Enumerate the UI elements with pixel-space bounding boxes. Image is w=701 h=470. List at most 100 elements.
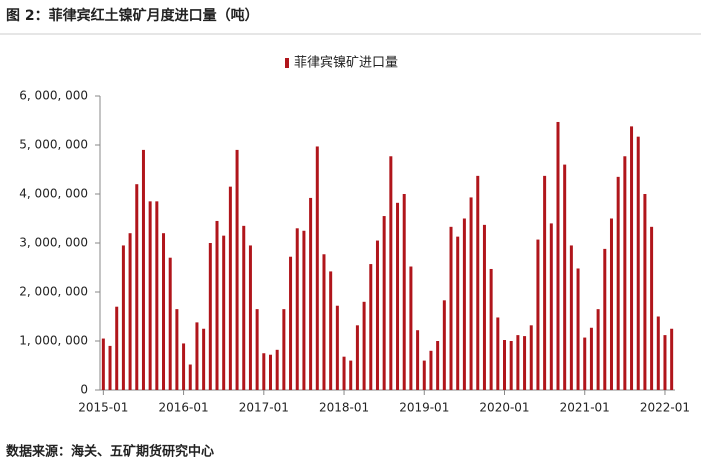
bar	[242, 225, 246, 390]
bar	[449, 226, 453, 390]
bar	[603, 248, 607, 390]
bar	[362, 301, 366, 390]
bar	[462, 218, 466, 390]
bar	[141, 149, 145, 390]
bar	[115, 306, 119, 390]
y-tick-label: 4, 000, 000	[19, 187, 88, 201]
legend-label: 菲律宾镍矿进口量	[294, 55, 398, 71]
bar	[235, 149, 239, 390]
bar	[529, 325, 533, 390]
bar	[650, 226, 654, 390]
source: 数据来源：海关、五矿期货研究中心	[6, 444, 214, 460]
bar	[295, 228, 299, 390]
bar	[536, 239, 540, 390]
bar	[623, 156, 627, 390]
bar	[175, 309, 179, 390]
bar	[436, 341, 440, 390]
x-tick-label: 2020-01	[479, 401, 529, 415]
bar	[155, 201, 159, 390]
x-tick-label: 2021-01	[560, 401, 610, 415]
bar	[182, 343, 186, 390]
y-tick-label: 2, 000, 000	[19, 285, 88, 299]
bar	[329, 271, 333, 390]
y-tick-label: 6, 000, 000	[19, 89, 88, 103]
bar	[202, 328, 206, 390]
bar	[228, 186, 232, 390]
bar	[195, 322, 199, 390]
bar	[543, 175, 547, 390]
bar	[355, 325, 359, 390]
bar	[322, 254, 326, 390]
bar	[583, 337, 587, 390]
bar	[128, 233, 132, 390]
x-tick-label: 2015-01	[78, 401, 128, 415]
bar	[630, 126, 634, 390]
bar	[382, 216, 386, 390]
y-tick-label: 5, 000, 000	[19, 138, 88, 152]
bar	[469, 197, 473, 390]
y-tick-label: 3, 000, 000	[19, 236, 88, 250]
bar	[268, 354, 272, 390]
bar	[208, 243, 212, 390]
x-tick-label: 2017-01	[239, 401, 289, 415]
bar	[389, 156, 393, 390]
bar	[275, 349, 279, 390]
bar	[656, 316, 660, 390]
bar	[309, 197, 313, 390]
y-tick-label: 1, 000, 000	[19, 334, 88, 348]
bar	[121, 245, 125, 390]
bar	[489, 268, 493, 390]
bar	[442, 300, 446, 390]
bar	[456, 236, 460, 390]
bar	[589, 327, 593, 390]
bar	[162, 233, 166, 390]
bar	[255, 309, 259, 390]
bar	[496, 317, 500, 390]
bar	[342, 356, 346, 390]
bar	[670, 328, 674, 390]
bar	[222, 235, 226, 390]
bar	[416, 330, 420, 390]
bar	[248, 245, 252, 390]
bar	[482, 224, 486, 390]
bar	[556, 121, 560, 390]
bar	[616, 176, 620, 390]
bar	[315, 146, 319, 390]
x-tick-label: 2022-01	[640, 401, 690, 415]
bar	[509, 341, 513, 390]
x-tick-label: 2016-01	[159, 401, 209, 415]
bar	[563, 164, 567, 390]
bar	[636, 136, 640, 390]
bar	[101, 338, 105, 390]
bar	[168, 257, 172, 390]
bar	[289, 256, 293, 390]
bar	[188, 364, 192, 390]
bar	[335, 305, 339, 390]
bar	[503, 340, 507, 390]
bar	[663, 335, 667, 390]
bar	[609, 218, 613, 390]
bar	[596, 309, 600, 390]
bar	[148, 201, 152, 390]
bar	[643, 194, 647, 390]
bar	[569, 245, 573, 390]
bar	[429, 350, 433, 390]
bar	[135, 184, 139, 390]
bar	[409, 266, 413, 390]
y-tick-label: 0	[80, 383, 88, 397]
bar	[369, 264, 373, 390]
x-tick-label: 2018-01	[319, 401, 369, 415]
bar	[523, 336, 527, 390]
bar	[476, 175, 480, 390]
bar	[282, 309, 286, 390]
bar	[375, 240, 379, 390]
bar	[549, 223, 553, 390]
bar	[576, 268, 580, 390]
bar	[516, 335, 520, 390]
bar	[108, 345, 112, 390]
chart-title: 图 2：菲律宾红土镍矿月度进口量（吨）	[6, 7, 259, 24]
bar	[422, 360, 426, 390]
bar	[262, 353, 266, 390]
x-tick-label: 2019-01	[399, 401, 449, 415]
